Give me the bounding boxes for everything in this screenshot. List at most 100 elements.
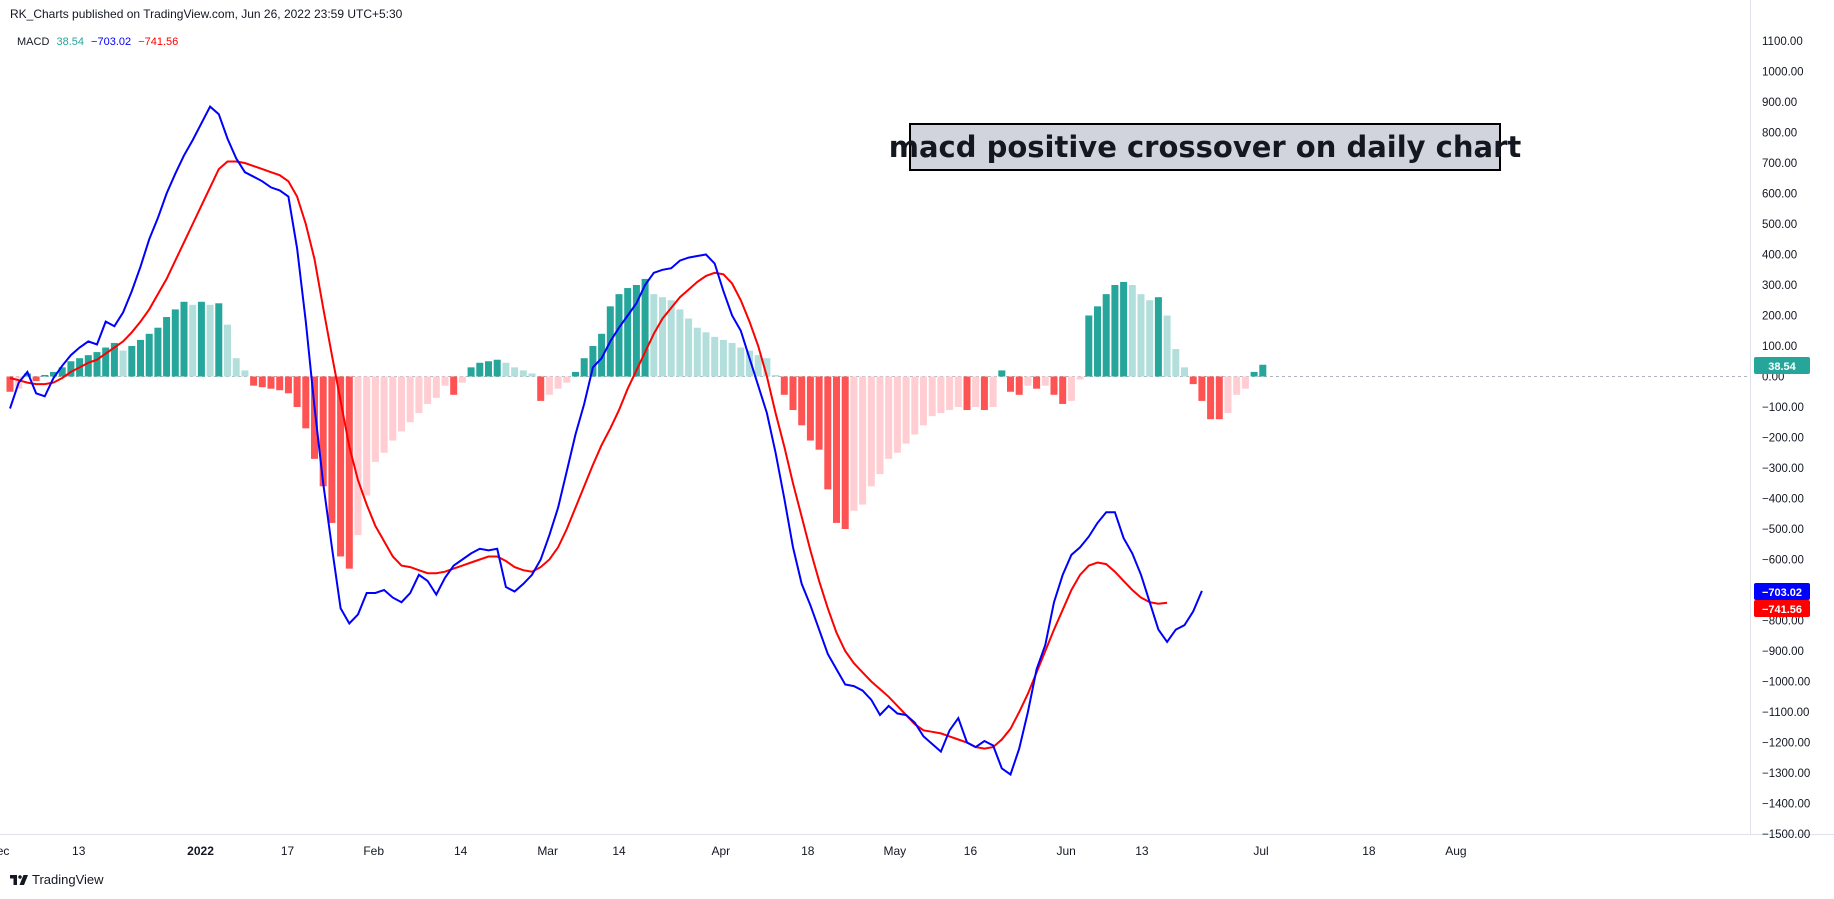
histogram-bar (928, 376, 936, 417)
histogram-bar (232, 358, 240, 377)
histogram-bar (41, 374, 49, 377)
histogram-bar (102, 347, 110, 377)
histogram-bar (67, 361, 75, 377)
y-tick-label: 900.00 (1762, 97, 1797, 109)
legend-histogram-value: 38.54 (56, 36, 84, 48)
histogram-bar (58, 367, 66, 377)
y-tick-label: −1400.00 (1762, 799, 1810, 811)
x-tick-label: 2022 (187, 844, 214, 858)
x-tick-label: 18 (1362, 844, 1376, 858)
histogram-bar (667, 300, 675, 377)
histogram-bar (920, 376, 927, 426)
histogram-bar (719, 339, 727, 377)
tradingview-logo-icon (10, 874, 28, 885)
histogram-badge-text: 38.54 (1768, 361, 1796, 373)
y-tick-label: −300.00 (1762, 463, 1804, 475)
histogram-bar (1215, 376, 1223, 420)
tradingview-branding[interactable]: TradingView (10, 872, 104, 887)
histogram-bar (893, 376, 901, 453)
histogram-bar (763, 358, 771, 377)
histogram-bar (615, 294, 623, 377)
histogram-bar (1207, 376, 1215, 420)
histogram-bar (432, 376, 440, 398)
histogram-value-badge: 38.54 (1754, 357, 1810, 374)
y-tick-label: −1300.00 (1762, 768, 1810, 780)
histogram-bar (1041, 376, 1049, 386)
histogram-bar (502, 362, 510, 377)
histogram-bar (145, 333, 153, 377)
histogram-bar (250, 376, 258, 386)
x-tick-label: 17 (281, 844, 295, 858)
histogram-bar (276, 376, 284, 391)
histogram-bar (937, 376, 945, 414)
histogram-bar (998, 370, 1006, 377)
histogram-bar (545, 376, 553, 395)
histogram-bar (563, 376, 571, 383)
legend: MACD 38.54 −703.02 −741.56 (17, 36, 178, 48)
histogram-bar (1059, 376, 1067, 404)
y-tick-label: −1000.00 (1762, 677, 1810, 689)
histogram-bar (737, 347, 745, 377)
y-tick-label: 0.00 (1762, 372, 1784, 384)
histogram-bar (189, 304, 197, 377)
histogram-bar (93, 352, 101, 377)
histogram-bar (824, 376, 832, 490)
histogram-bar (850, 376, 858, 511)
histogram-bar (354, 376, 362, 536)
legend-signal-value: −741.56 (138, 36, 178, 48)
histogram-bar (267, 376, 275, 389)
y-tick-label: −1500.00 (1762, 829, 1810, 841)
histogram-bar (728, 342, 736, 377)
x-tick-label: Jun (1057, 844, 1076, 858)
histogram-bar (163, 317, 171, 377)
macd-badge-text: −703.02 (1762, 587, 1802, 599)
histogram-bar (458, 376, 466, 383)
histogram-bar (980, 376, 988, 411)
histogram-bar (806, 376, 814, 441)
histogram-bar (1250, 371, 1258, 377)
histogram-bar (137, 339, 144, 377)
histogram-bar (1120, 281, 1128, 377)
histogram-bar (154, 327, 162, 377)
x-tick-label: Mar (537, 844, 558, 858)
histogram-bar (180, 301, 188, 377)
x-tick-label: 13 (1135, 844, 1149, 858)
histogram-bar (450, 376, 458, 395)
histogram-bar (284, 376, 292, 394)
histogram-bar (206, 304, 214, 377)
histogram-bar (1050, 376, 1058, 395)
histogram-bar (511, 367, 519, 377)
y-tick-label: −900.00 (1762, 646, 1804, 658)
y-tick-label: 500.00 (1762, 219, 1797, 231)
histogram-bar (798, 376, 806, 426)
histogram-bar (1007, 376, 1014, 392)
signal-line (9, 160, 1168, 750)
histogram-bar (963, 376, 971, 411)
price-axis: 1100.00 1000.00 900.00 800.00 700.00 600.00 50… (1762, 36, 1810, 841)
x-tick-label: 14 (612, 844, 626, 858)
y-tick-label: 800.00 (1762, 128, 1797, 140)
histogram-bar (363, 376, 371, 496)
histogram-bar (380, 376, 388, 453)
histogram-bar (398, 376, 405, 432)
y-tick-label: 700.00 (1762, 158, 1797, 170)
x-tick-label: 14 (454, 844, 468, 858)
histogram-bar (554, 376, 562, 389)
histogram-bar (224, 324, 231, 377)
x-tick-label: Jul (1253, 844, 1268, 858)
histogram-bar (1146, 300, 1154, 377)
annotation-box: macd positive crossover on daily chart (889, 123, 1522, 171)
histogram-bar (476, 362, 484, 377)
histogram-bar (84, 355, 92, 377)
histogram-bar (32, 376, 40, 382)
publisher-caption: RK_Charts published on TradingView.com, … (10, 7, 403, 21)
histogram-bar (215, 303, 223, 377)
y-tick-label: −100.00 (1762, 402, 1804, 414)
histogram-bar (1241, 376, 1249, 389)
macd-line (9, 105, 1203, 777)
y-tick-label: 100.00 (1762, 341, 1797, 353)
histogram-bar (406, 376, 414, 423)
annotation-text: macd positive crossover on daily chart (889, 130, 1522, 164)
signal-badge-text: −741.56 (1762, 604, 1802, 616)
